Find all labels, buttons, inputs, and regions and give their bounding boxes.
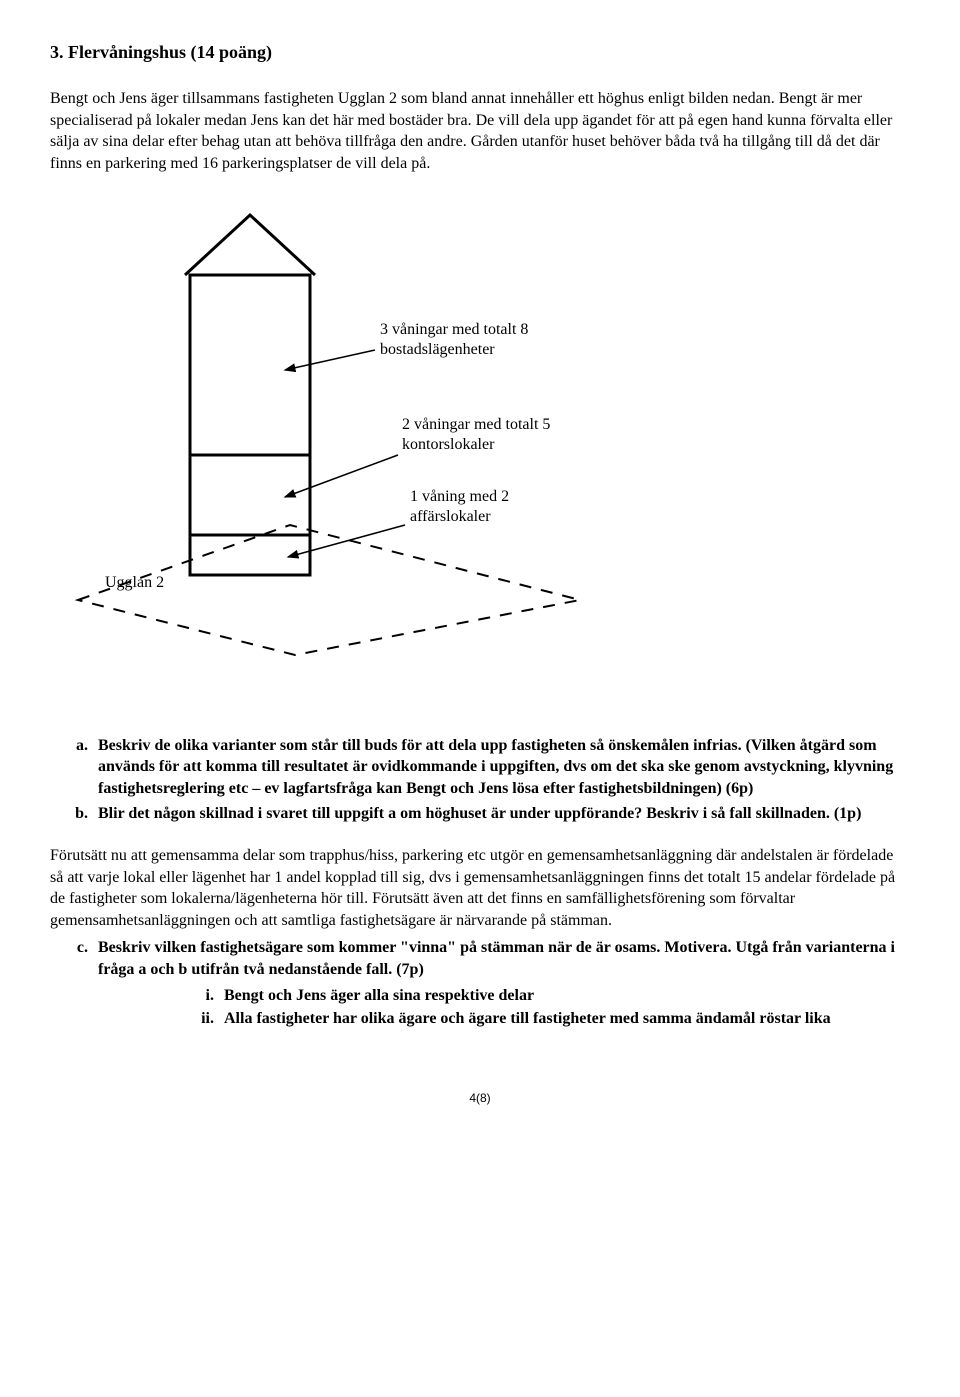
sub-i: Bengt och Jens äger alla sina respektive… [218, 985, 910, 1007]
sub-ii: Alla fastigheter har olika ägare och äga… [218, 1008, 910, 1030]
section-heading: 3. Flervåningshus (14 poäng) [50, 40, 910, 64]
label-plot-name: Ugglan 2 [105, 573, 164, 594]
question-list: Beskriv de olika varianter som står till… [50, 735, 910, 825]
question-c: Beskriv vilken fastighetsägare som komme… [92, 937, 910, 1029]
sub-roman-list: Bengt och Jens äger alla sina respektive… [98, 985, 910, 1030]
label-mid-floors: 2 våningar med totalt 5 kontorslokaler [402, 415, 602, 457]
mid-paragraph: Förutsätt nu att gemensamma delar som tr… [50, 845, 910, 931]
question-b: Blir det någon skillnad i svaret till up… [92, 803, 910, 825]
building-diagram: 3 våningar med totalt 8 bostadslägenhete… [50, 205, 910, 685]
question-c-text: Beskriv vilken fastighetsägare som komme… [98, 939, 895, 978]
diagram-svg [50, 205, 750, 685]
label-bottom-floor: 1 våning med 2 affärslokaler [410, 487, 590, 529]
intro-paragraph: Bengt och Jens äger tillsammans fastighe… [50, 88, 910, 174]
label-top-floors: 3 våningar med totalt 8 bostadslägenhete… [380, 320, 580, 362]
question-a: Beskriv de olika varianter som står till… [92, 735, 910, 800]
question-c-list: Beskriv vilken fastighetsägare som komme… [50, 937, 910, 1029]
page-number: 4(8) [50, 1090, 910, 1106]
